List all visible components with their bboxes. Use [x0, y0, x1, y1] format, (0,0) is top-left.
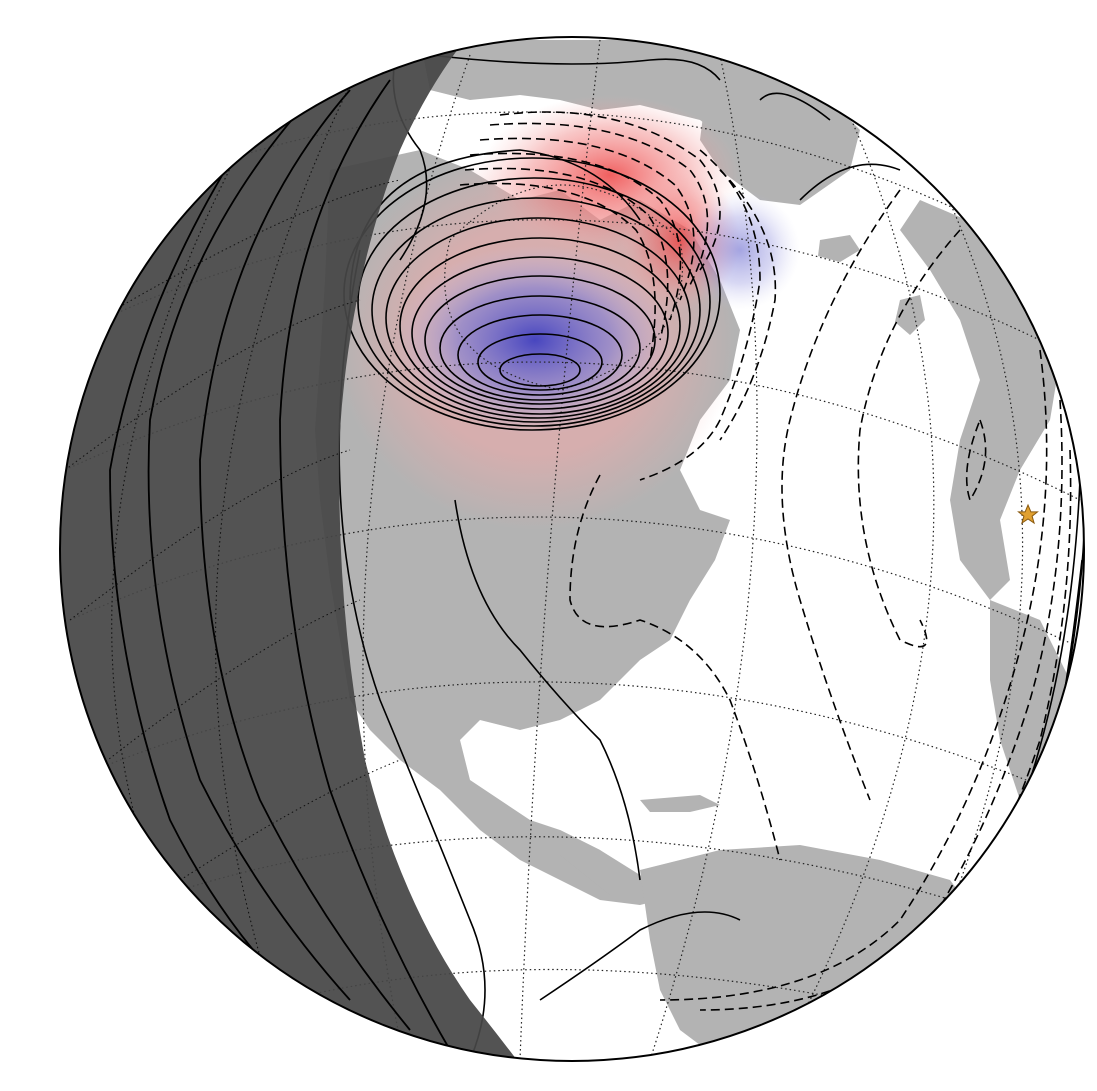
contour-line [857, 229, 961, 648]
contour-line [659, 349, 1048, 1001]
contour-line [719, 169, 777, 441]
contour-line [499, 353, 581, 387]
contour-line [781, 189, 901, 801]
contour-line [279, 79, 451, 1051]
contour-line [399, 237, 681, 415]
night-graticule [64, 84, 401, 991]
land-iceland [818, 235, 860, 262]
graticule-meridian [789, 94, 935, 1041]
contour-line [439, 295, 641, 401]
graticule-parallel [64, 299, 361, 471]
land-caribbean [640, 795, 720, 812]
land-british-isles [895, 295, 925, 335]
contour-line [799, 163, 901, 201]
contour-line [411, 256, 669, 410]
contour-line [759, 92, 831, 121]
globe-outline [59, 36, 1085, 1062]
graticule-meridian [919, 159, 1024, 981]
contour-line [357, 177, 711, 427]
contour-line [699, 399, 1063, 1011]
graticule-meridian [215, 84, 351, 991]
contour-line [371, 197, 701, 423]
contour-line [539, 911, 741, 1001]
negative-anomaly-region-east [680, 190, 800, 310]
contour-line [477, 333, 603, 391]
contour-line [499, 111, 721, 271]
contour-line [459, 182, 656, 361]
night-contours [109, 79, 451, 1051]
contour-line [147, 109, 351, 1001]
contour-line [479, 137, 695, 301]
contours-negative [459, 111, 1072, 1011]
contour-line [457, 314, 623, 396]
contour-line [464, 167, 669, 341]
graticule-meridian [362, 54, 471, 1041]
contour-line [109, 129, 321, 1021]
land-south-america [640, 845, 980, 1061]
contour-line [489, 122, 709, 286]
contour-line [385, 217, 691, 419]
contour-line [424, 275, 656, 405]
star-icon [1017, 503, 1039, 525]
graticule-parallel [64, 361, 1081, 501]
contour-line [429, 54, 721, 81]
graticule-parallel [79, 179, 401, 331]
land-central-america [560, 830, 660, 905]
negative-anomaly-region [395, 245, 675, 435]
contour-line [569, 474, 781, 861]
contour-line [199, 89, 411, 1031]
contour-line [454, 499, 641, 881]
